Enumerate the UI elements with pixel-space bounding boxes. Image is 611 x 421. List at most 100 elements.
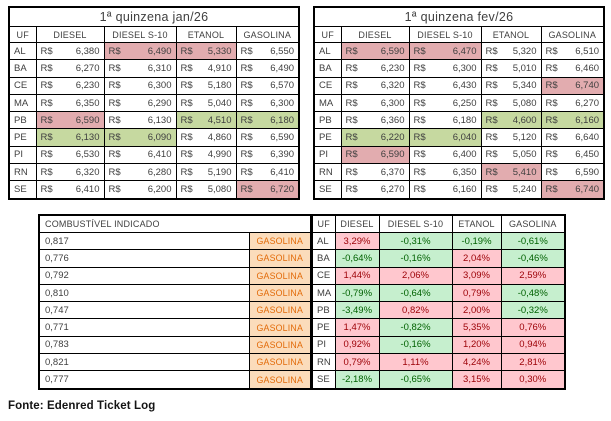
price-value: 5,010 [512,62,537,74]
currency-symbol: R$ [345,62,358,74]
variation-table-row: BA -0,64% -0,16% 2,04% -0,46% [311,249,566,268]
indicated-fuel-badge: GASOLINA [248,249,312,268]
currency-symbol: R$ [485,80,498,92]
price-cell-diesel: R$ 6,380 [35,41,105,61]
col-header-uf: UF [313,26,342,43]
col-header-diesel: DIESEL [35,26,105,43]
price-value: 6,300 [270,97,295,109]
price-cell-gasolina: R$ 6,300 [235,93,300,113]
price-value: 6,300 [147,80,172,92]
price-value: 5,180 [207,80,232,92]
indicated-fuel-table: COMBUSTÍVEL INDICADO 0,817 GASOLINA 0,77… [38,214,312,390]
ratio-value: 0,771 [38,318,250,337]
price-value: 4,990 [207,149,232,161]
currency-symbol: R$ [345,97,358,109]
variation-cell-diesel-s10: -0,82% [378,318,453,337]
ratio-value: 0,747 [38,301,250,320]
currency-symbol: R$ [180,149,193,161]
indicated-fuel-badge: GASOLINA [248,283,312,303]
price-value: 6,530 [75,149,100,161]
price-value: 6,090 [147,132,172,144]
price-cell-diesel: R$ 6,220 [340,128,410,147]
currency-symbol: R$ [545,149,558,161]
price-cell-diesel-s10: R$ 6,090 [103,128,177,147]
price-cell-etanol: R$ 5,330 [175,41,237,61]
uf-label: AL [8,41,37,61]
price-cell-etanol: R$ 4,910 [175,59,237,78]
price-cell-gasolina: R$ 6,180 [235,111,300,130]
price-value: 5,080 [207,184,232,196]
uf-label: AL [313,41,342,61]
price-value: 6,270 [75,62,100,74]
currency-symbol: R$ [545,184,558,196]
variation-table-row: PB -3,49% 0,82% 2,00% -0,32% [311,301,566,320]
uf-label: PI [313,145,342,165]
uf-label: MA [8,93,37,113]
currency-symbol: R$ [240,114,253,126]
ratio-value: 0,777 [38,370,250,390]
currency-symbol: R$ [40,45,53,57]
variation-table-row: MA -0,79% -0,64% 0,79% -0,48% [311,283,566,303]
variation-table-row: PI 0,92% -0,16% 1,20% 0,94% [311,335,566,355]
currency-symbol: R$ [485,149,498,161]
currency-symbol: R$ [545,132,558,144]
currency-symbol: R$ [240,97,253,109]
variation-cell-etanol: 2,00% [451,301,502,320]
currency-symbol: R$ [108,132,121,144]
price-value: 4,510 [207,114,232,126]
currency-symbol: R$ [240,166,253,178]
table-title-jan: 1ª quinzena jan/26 [8,6,300,27]
ratio-value: 0,783 [38,335,250,355]
currency-symbol: R$ [485,62,498,74]
price-cell-gasolina: R$ 6,270 [540,93,605,113]
ratio-value: 0,776 [38,249,250,268]
price-value: 6,180 [452,114,477,126]
variation-cell-diesel-s10: 1,11% [378,353,453,372]
price-cell-diesel-s10: R$ 6,200 [103,180,177,200]
price-value: 6,570 [270,80,295,92]
price-value: 5,040 [207,97,232,109]
uf-label: CE [8,76,37,95]
variation-cell-etanol: 3,09% [451,266,502,285]
variation-cell-gasolina: 2,81% [500,353,566,372]
col-header-diesel: DIESEL [340,26,410,43]
source-note: Fonte: Edenred Ticket Log [8,400,156,412]
price-cell-diesel: R$ 6,410 [35,180,105,200]
variation-cell-diesel-s10: -0,64% [378,283,453,303]
currency-symbol: R$ [345,132,358,144]
price-value: 6,550 [270,45,295,57]
variation-cell-diesel-s10: 2,06% [378,266,453,285]
currency-symbol: R$ [545,97,558,109]
variation-table-row: PE 1,47% -0,82% 5,35% 0,76% [311,318,566,337]
uf-label: RN [313,163,342,182]
uf-label: MA [311,283,336,303]
currency-symbol: R$ [40,166,53,178]
header-row: COMBUSTÍVEL INDICADO [38,214,312,233]
price-cell-diesel: R$ 6,300 [340,93,410,113]
indicado-table-row: 0,771 GASOLINA [38,318,312,337]
price-value: 6,280 [147,166,172,178]
price-cell-etanol: R$ 5,040 [175,93,237,113]
price-table-row: BA R$ 6,230 R$ 6,300 R$ 5,010 R$ 6,460 [313,59,605,78]
price-cell-diesel: R$ 6,590 [340,41,410,61]
price-cell-etanol: R$ 5,080 [175,180,237,200]
currency-symbol: R$ [413,80,426,92]
currency-symbol: R$ [413,45,426,57]
variation-cell-diesel-s10: 0,82% [378,301,453,320]
price-cell-gasolina: R$ 6,410 [235,163,300,182]
currency-symbol: R$ [180,184,193,196]
variation-cell-gasolina: 0,30% [500,370,566,390]
price-value: 6,130 [75,132,100,144]
variation-cell-gasolina: -0,48% [500,283,566,303]
price-value: 5,080 [512,97,537,109]
price-value: 6,400 [452,149,477,161]
price-value: 6,040 [452,132,477,144]
currency-symbol: R$ [345,166,358,178]
col-header-diesel: DIESEL [334,214,380,233]
currency-symbol: R$ [240,80,253,92]
variation-table-row: SE -2,18% -0,65% 3,15% 0,30% [311,370,566,390]
price-value: 6,160 [452,184,477,196]
currency-symbol: R$ [485,97,498,109]
currency-symbol: R$ [240,132,253,144]
price-table-row: PE R$ 6,130 R$ 6,090 R$ 4,860 R$ 6,590 [8,128,300,147]
